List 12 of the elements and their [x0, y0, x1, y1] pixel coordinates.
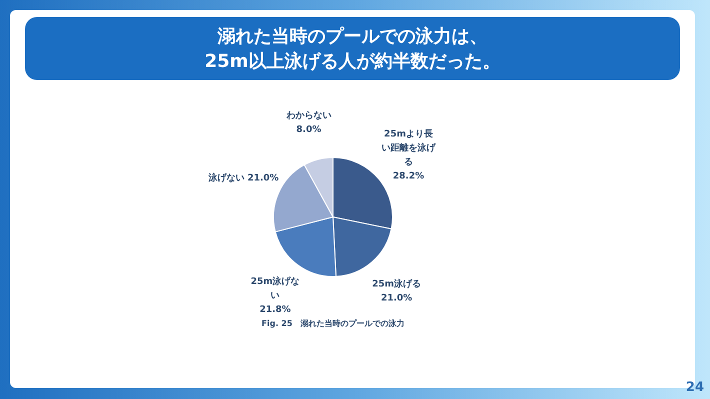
slice-label: 25m泳げない — [250, 276, 300, 301]
data-label: 21.0% — [380, 293, 412, 304]
data-label: 8.0% — [296, 124, 322, 135]
data-label: 28.2% — [392, 172, 424, 182]
slice-label: 25m泳げる — [372, 278, 422, 290]
slice-label: わからない — [285, 110, 332, 121]
text: 24 — [686, 380, 704, 395]
caption: Fig. 25 溺れた当時のプールでの泳力 — [260, 318, 406, 329]
data-label: 21.8% — [260, 304, 291, 315]
slice-label: 25mより長い距離を泳げる — [382, 128, 437, 168]
chart-title: 溺れた当時のプールでの泳力は、 25m以上泳げる人が約半数だった。 — [25, 17, 680, 80]
slice-label: 泳げない 21.0% — [207, 172, 279, 184]
